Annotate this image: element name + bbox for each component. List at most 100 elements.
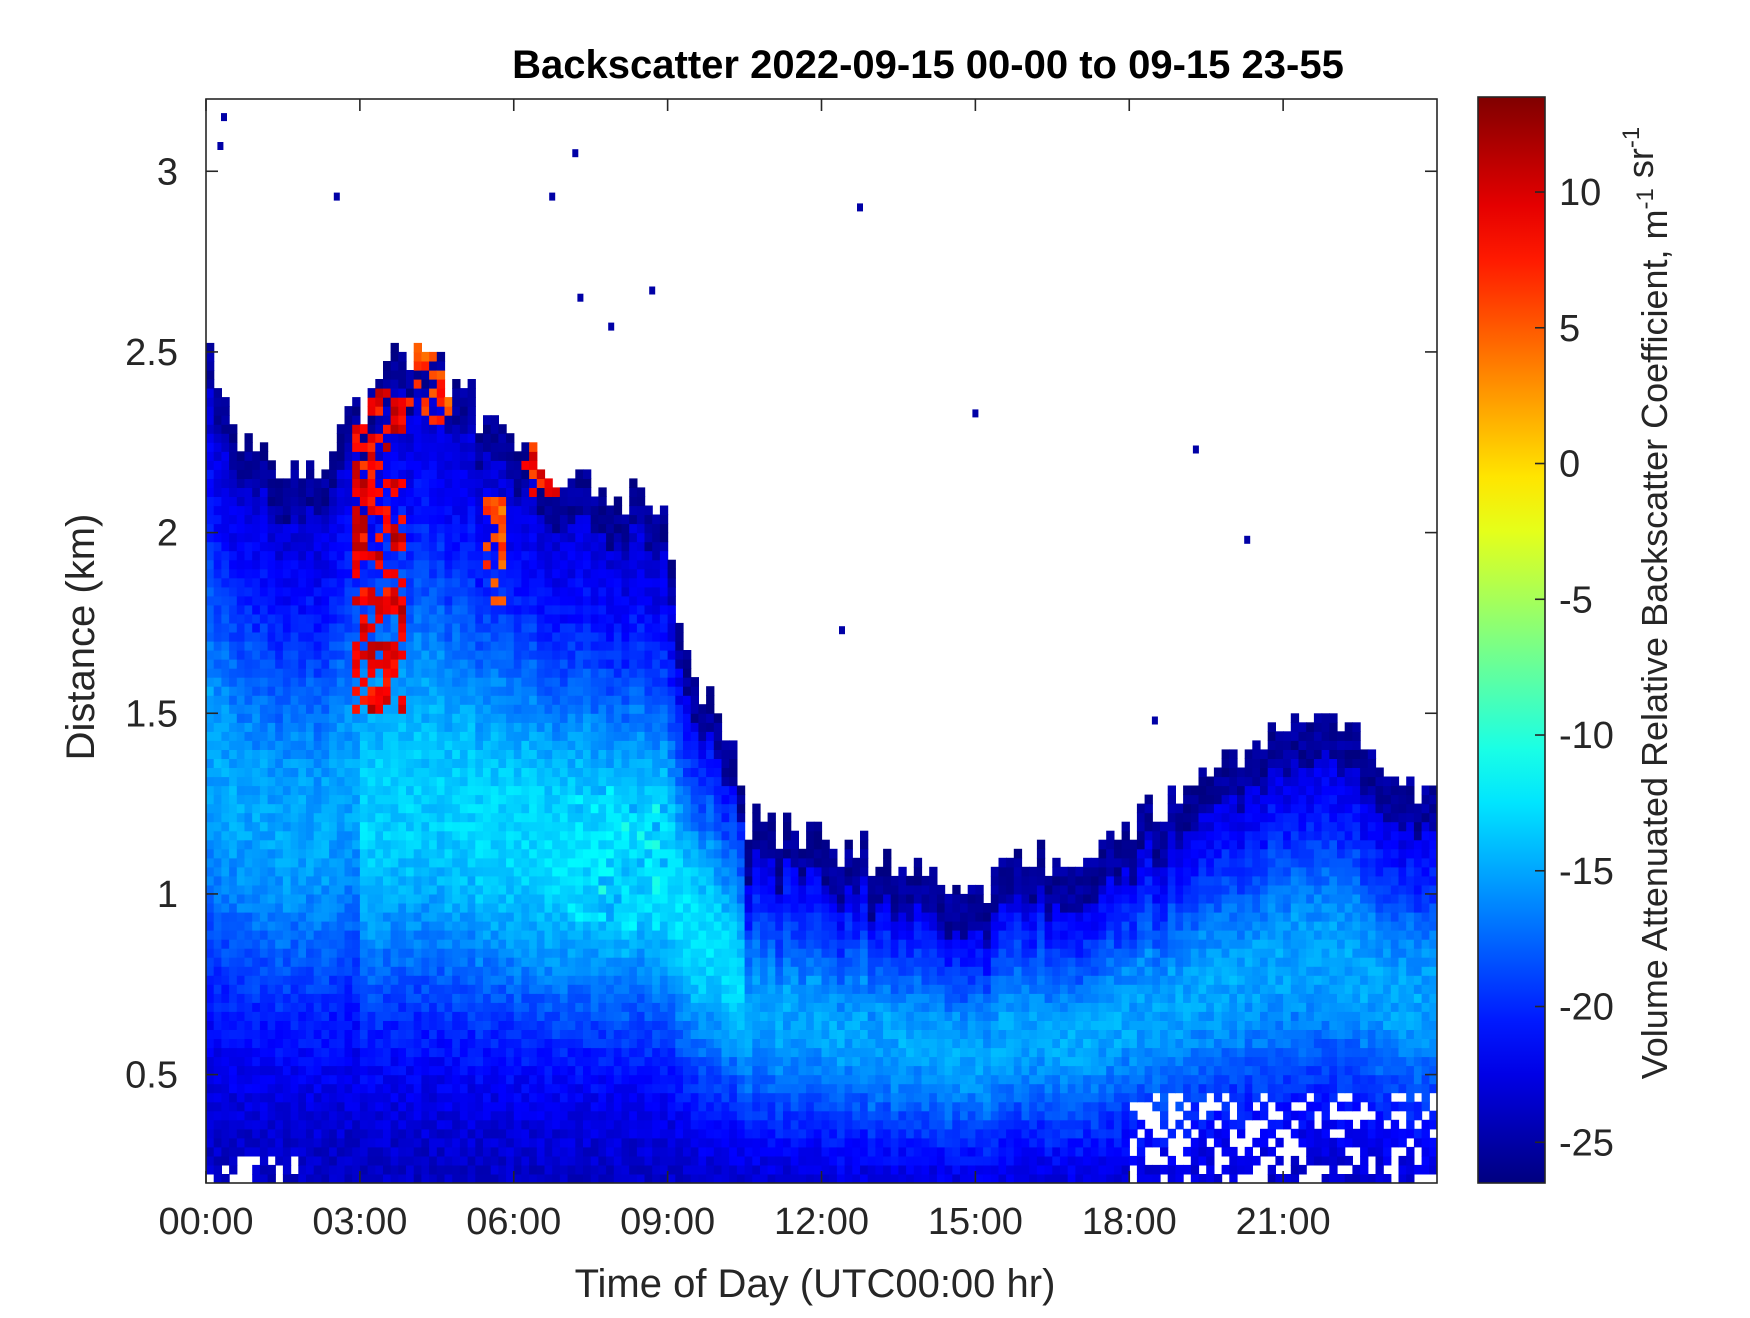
heatmap-cell bbox=[621, 1137, 630, 1148]
heatmap-cell bbox=[413, 451, 422, 461]
heatmap-cell bbox=[221, 749, 230, 759]
heatmap-cell bbox=[598, 523, 607, 534]
heatmap-cell bbox=[590, 758, 599, 768]
heatmap-cell bbox=[229, 875, 238, 886]
heatmap-cell bbox=[444, 857, 453, 868]
heatmap-cell bbox=[475, 577, 484, 588]
heatmap-cell bbox=[559, 1011, 569, 1021]
heatmap-cell bbox=[636, 632, 646, 642]
heatmap-cell bbox=[536, 884, 546, 895]
heatmap-cell bbox=[552, 1155, 561, 1166]
heatmap-cell bbox=[406, 523, 415, 534]
heatmap-cell bbox=[298, 505, 307, 516]
heatmap-cell bbox=[521, 568, 530, 579]
heatmap-cell bbox=[590, 794, 599, 805]
heatmap-cell bbox=[406, 595, 415, 606]
heatmap-cell bbox=[429, 821, 438, 832]
heatmap-cell bbox=[221, 487, 230, 497]
heatmap-cell bbox=[359, 650, 369, 660]
heatmap-cell bbox=[444, 1047, 453, 1058]
heatmap-cell bbox=[421, 668, 430, 678]
heatmap-cell bbox=[336, 821, 346, 832]
heatmap-cell bbox=[429, 559, 438, 570]
heatmap-cell bbox=[290, 523, 299, 534]
heatmap-cell bbox=[306, 686, 315, 696]
heatmap-cell bbox=[413, 993, 422, 1003]
heatmap-cell bbox=[321, 839, 330, 850]
heatmap-cell bbox=[467, 948, 476, 958]
heatmap-cell bbox=[444, 785, 453, 796]
heatmap-cell bbox=[236, 912, 246, 922]
heatmap-cell bbox=[590, 939, 599, 949]
heatmap-cell bbox=[383, 767, 392, 778]
heatmap-cell bbox=[552, 568, 561, 579]
heatmap-cell bbox=[352, 948, 361, 958]
heatmap-cell bbox=[536, 966, 546, 976]
heatmap-cell bbox=[259, 893, 269, 904]
heatmap-cell bbox=[267, 857, 276, 868]
heatmap-cell bbox=[575, 1174, 584, 1183]
heatmap-cell bbox=[490, 903, 499, 913]
heatmap-cell bbox=[436, 1083, 446, 1094]
heatmap-cell bbox=[236, 921, 246, 931]
heatmap-cell bbox=[444, 839, 453, 850]
heatmap-cell bbox=[467, 632, 476, 642]
heatmap-cell bbox=[667, 1137, 676, 1148]
heatmap-cell bbox=[321, 541, 330, 552]
heatmap-cell bbox=[613, 523, 623, 534]
heatmap-cell bbox=[475, 749, 484, 759]
heatmap-cell bbox=[498, 559, 507, 570]
heatmap-cell bbox=[244, 984, 253, 994]
heatmap-cell bbox=[490, 1137, 499, 1148]
heatmap-cell bbox=[559, 1155, 569, 1166]
heatmap-cell bbox=[567, 1047, 576, 1058]
heatmap-cell bbox=[375, 749, 384, 759]
heatmap-cell bbox=[659, 975, 669, 985]
heatmap-cell bbox=[398, 1110, 407, 1121]
heatmap-cell bbox=[459, 586, 469, 597]
heatmap-cell bbox=[221, 1056, 230, 1067]
heatmap-cell bbox=[613, 875, 623, 886]
heatmap-cell bbox=[390, 1155, 399, 1166]
heatmap-cell bbox=[483, 613, 492, 624]
heatmap-cell bbox=[275, 948, 284, 958]
heatmap-cell bbox=[475, 632, 484, 642]
heatmap-cell bbox=[613, 776, 623, 787]
heatmap-cell bbox=[213, 595, 222, 606]
heatmap-cell bbox=[590, 884, 599, 895]
heatmap-cell bbox=[213, 912, 222, 922]
heatmap-cell bbox=[267, 559, 276, 570]
heatmap-cell bbox=[529, 731, 538, 741]
heatmap-cell bbox=[544, 993, 553, 1003]
heatmap-cell bbox=[244, 948, 253, 958]
heatmap-cell bbox=[290, 993, 299, 1003]
heatmap-cell bbox=[644, 541, 653, 552]
heatmap-cell bbox=[575, 677, 584, 687]
heatmap-cell bbox=[513, 893, 523, 904]
heatmap-cell bbox=[436, 893, 446, 904]
heatmap-cell bbox=[506, 884, 515, 895]
heatmap-cell bbox=[383, 559, 392, 570]
heatmap-cell bbox=[275, 523, 284, 534]
heatmap-cell bbox=[313, 767, 322, 778]
heatmap-cell bbox=[221, 1002, 230, 1012]
heatmap-cell bbox=[275, 785, 284, 796]
heatmap-cell bbox=[544, 659, 553, 669]
heatmap-cell bbox=[506, 604, 515, 615]
heatmap-cell bbox=[490, 930, 499, 940]
heatmap-cell bbox=[652, 550, 661, 561]
heatmap-cell bbox=[367, 1137, 376, 1148]
heatmap-cell bbox=[598, 803, 607, 814]
heatmap-cell bbox=[221, 622, 230, 633]
heatmap-cell bbox=[321, 1128, 330, 1139]
heatmap-cell bbox=[506, 984, 515, 994]
heatmap-cell bbox=[406, 903, 415, 913]
heatmap-cell bbox=[375, 776, 384, 787]
heatmap-cell bbox=[206, 460, 215, 470]
heatmap-cell bbox=[375, 893, 384, 904]
heatmap-cell bbox=[336, 604, 346, 615]
heatmap-cell bbox=[267, 604, 276, 615]
heatmap-cell bbox=[321, 1164, 330, 1175]
heatmap-cell bbox=[583, 884, 592, 895]
heatmap-cell bbox=[436, 1146, 446, 1157]
